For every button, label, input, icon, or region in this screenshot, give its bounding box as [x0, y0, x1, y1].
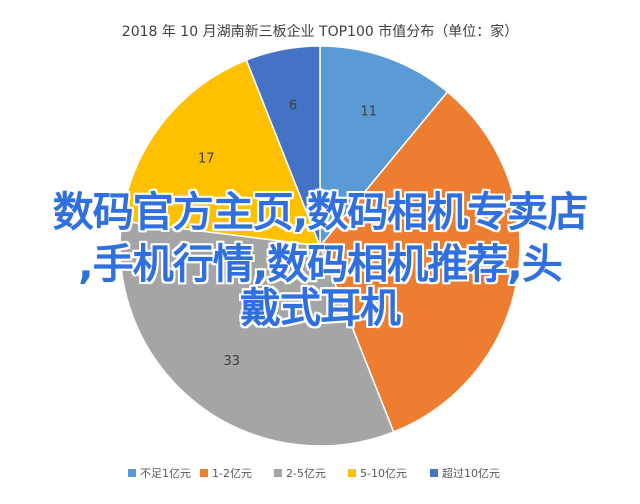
- legend: 不足1亿元 1-2亿元 2-5亿元 5-10亿元 超过10亿元: [128, 466, 500, 480]
- legend-label: 5-10亿元: [360, 467, 407, 480]
- legend-label: 超过10亿元: [442, 466, 500, 480]
- slice-labels: 11 33 33 17 6: [198, 99, 471, 369]
- legend-swatch: [274, 469, 282, 477]
- slice-value-label: 33: [454, 263, 471, 278]
- legend-swatch: [430, 469, 438, 477]
- legend-label: 2-5亿元: [286, 467, 326, 480]
- pie-slice: [319, 90, 521, 433]
- slice-value-label: 11: [361, 105, 378, 120]
- slice-value-label: 17: [198, 152, 215, 167]
- pie-slice: [319, 45, 449, 249]
- pie-slice: [119, 220, 395, 447]
- pie-slices: [119, 45, 521, 447]
- legend-swatch: [200, 469, 208, 477]
- overlay-line-2: ,手机行情,数码相机推荐,头: [78, 240, 563, 288]
- legend-swatch: [348, 469, 356, 477]
- legend-label: 1-2亿元: [212, 467, 252, 480]
- overlay-line-1: 数码官方主页,数码相机专卖店: [52, 188, 589, 236]
- chart-title: 2018 年 10 月湖南新三板企业 TOP100 市值分布（单位：家）: [122, 23, 518, 40]
- overlay-line-3: 戴式耳机: [240, 284, 401, 332]
- pie-slice: [245, 45, 321, 247]
- pie-slice: [120, 59, 322, 247]
- legend-swatch: [128, 469, 136, 477]
- legend-label: 不足1亿元: [140, 467, 191, 480]
- slice-value-label: 33: [223, 354, 240, 369]
- slice-value-label: 6: [289, 99, 297, 114]
